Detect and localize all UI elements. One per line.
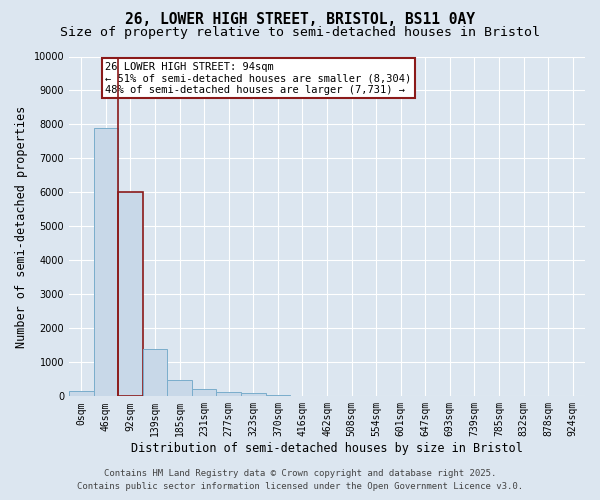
X-axis label: Distribution of semi-detached houses by size in Bristol: Distribution of semi-detached houses by … [131,442,523,455]
Bar [217,392,241,396]
Bar [118,192,143,396]
Bar [167,380,192,396]
Bar [241,394,266,396]
Bar [143,349,167,397]
Y-axis label: Number of semi-detached properties: Number of semi-detached properties [15,106,28,348]
Bar [94,128,118,396]
Text: 26, LOWER HIGH STREET, BRISTOL, BS11 0AY: 26, LOWER HIGH STREET, BRISTOL, BS11 0AY [125,12,475,28]
Bar [266,394,290,396]
Text: 26 LOWER HIGH STREET: 94sqm
← 51% of semi-detached houses are smaller (8,304)
48: 26 LOWER HIGH STREET: 94sqm ← 51% of sem… [105,62,412,95]
Text: Size of property relative to semi-detached houses in Bristol: Size of property relative to semi-detach… [60,26,540,39]
Text: Contains HM Land Registry data © Crown copyright and database right 2025.
Contai: Contains HM Land Registry data © Crown c… [77,470,523,491]
Bar [69,391,94,396]
Bar [192,388,217,396]
